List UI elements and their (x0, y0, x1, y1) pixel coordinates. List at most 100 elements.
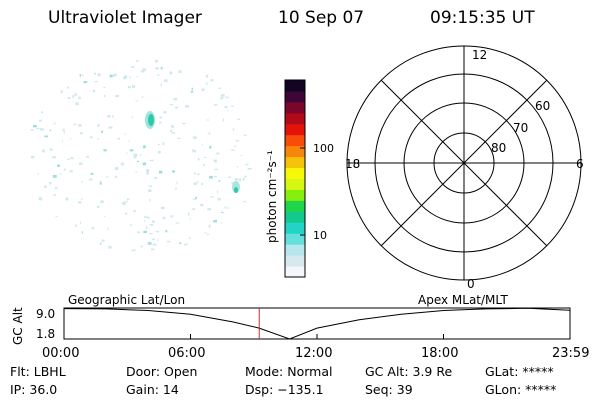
uv-speckle (237, 118, 240, 121)
uv-speckle (120, 162, 125, 166)
colorbar-segment (285, 189, 305, 201)
uv-speckle (164, 79, 168, 82)
uv-speckle (136, 76, 138, 78)
lat-label-60: 60 (535, 99, 550, 113)
uv-speckle (42, 149, 45, 153)
uv-speckle (132, 85, 134, 89)
uv-speckle (142, 145, 146, 149)
uv-speckle (90, 172, 94, 175)
uv-speckle (63, 131, 65, 134)
uv-speckle (179, 242, 182, 244)
uv-speckle (188, 212, 190, 216)
uv-speckle (157, 238, 159, 242)
uv-speckle (103, 215, 106, 217)
mlt-label-0: 0 (467, 277, 475, 291)
alt-tick-label-9: 9.0 (36, 307, 55, 321)
uv-speckle (154, 59, 158, 63)
colorbar-segment (285, 178, 305, 190)
uv-speckle (83, 81, 88, 84)
uv-speckle (176, 181, 178, 185)
uv-speckle (82, 74, 84, 77)
colorbar-label-100: 100 (313, 142, 334, 155)
time-axis-ticks (63, 334, 571, 339)
uv-speckle (151, 238, 155, 241)
uv-speckle (158, 170, 163, 174)
uv-speckle (160, 67, 163, 70)
uv-speckle (198, 158, 200, 161)
uv-speckle (91, 227, 95, 230)
uv-speckle (227, 109, 229, 112)
uv-speckle (94, 72, 96, 75)
uv-speckle (101, 239, 105, 242)
uv-speckle (171, 125, 175, 128)
gc-alt-status: GC Alt: 3.9 Re (365, 364, 453, 379)
uv-speckle (210, 79, 214, 82)
uv-speckle (130, 223, 132, 226)
uv-speckle (57, 164, 60, 167)
uv-speckle (156, 74, 160, 76)
uv-speckle (159, 121, 162, 124)
uv-speckle (65, 197, 69, 201)
uv-speckle (182, 123, 186, 125)
polar-grid (346, 45, 582, 281)
uv-speckle (234, 178, 239, 181)
uv-speckle (214, 168, 219, 170)
uv-speckle (238, 178, 241, 182)
uv-speckle (139, 154, 141, 157)
uv-speckle (135, 100, 138, 102)
uv-speckle (30, 129, 34, 131)
uv-speckle (200, 203, 204, 207)
uv-speckle (178, 70, 182, 73)
uv-speckle (101, 130, 104, 133)
uv-speckle (100, 200, 104, 204)
uv-speckle (37, 173, 39, 175)
uv-speckle (94, 81, 98, 83)
uv-speckle (190, 90, 194, 93)
uv-speckle (79, 162, 83, 165)
uv-speckle (124, 75, 128, 79)
colorbar-segment (285, 244, 305, 256)
uv-speckle (148, 185, 153, 188)
uv-speckle (41, 111, 44, 114)
colorbar-unit-label: photon cm⁻²s⁻¹ (265, 150, 279, 243)
uv-speckle (224, 206, 227, 209)
uv-speckle (201, 144, 203, 146)
uv-speckle (106, 175, 108, 178)
uv-speckle (242, 177, 245, 181)
uv-speckle (148, 189, 152, 192)
colorbar-segment (285, 123, 305, 136)
uv-speckle (192, 208, 196, 210)
uv-speckle (128, 140, 130, 142)
uv-speckle (151, 248, 155, 251)
uv-speckle (108, 245, 112, 249)
uv-speckle (55, 215, 58, 217)
uv-image (30, 59, 252, 252)
uv-speckle (81, 180, 83, 183)
uv-speckle (74, 93, 77, 96)
uv-speckle (50, 148, 53, 151)
uv-speckle (203, 156, 207, 158)
uv-speckle (162, 216, 166, 219)
uv-speckle (208, 132, 211, 135)
uv-speckle (217, 190, 219, 194)
uv-speckle (92, 89, 96, 93)
uv-speckle (201, 88, 205, 91)
uv-speckle (141, 96, 144, 98)
uv-speckle (218, 87, 221, 89)
uv-speckle (66, 86, 70, 89)
uv-speckle (193, 182, 197, 185)
uv-speckle (196, 180, 199, 183)
uv-speckle (192, 136, 197, 139)
colorbar-frame (284, 79, 306, 278)
uv-speckle (152, 220, 155, 223)
uv-speckle (236, 166, 239, 168)
colorbar-segment (285, 255, 305, 267)
uv-speckle (60, 173, 62, 175)
uv-speckle (225, 96, 229, 99)
uv-speckle (79, 74, 81, 77)
uv-speckle (67, 158, 70, 161)
uv-speckle (122, 202, 126, 205)
uv-speckle (240, 155, 242, 157)
uv-speckle (109, 74, 113, 78)
uv-speckle (159, 116, 162, 119)
